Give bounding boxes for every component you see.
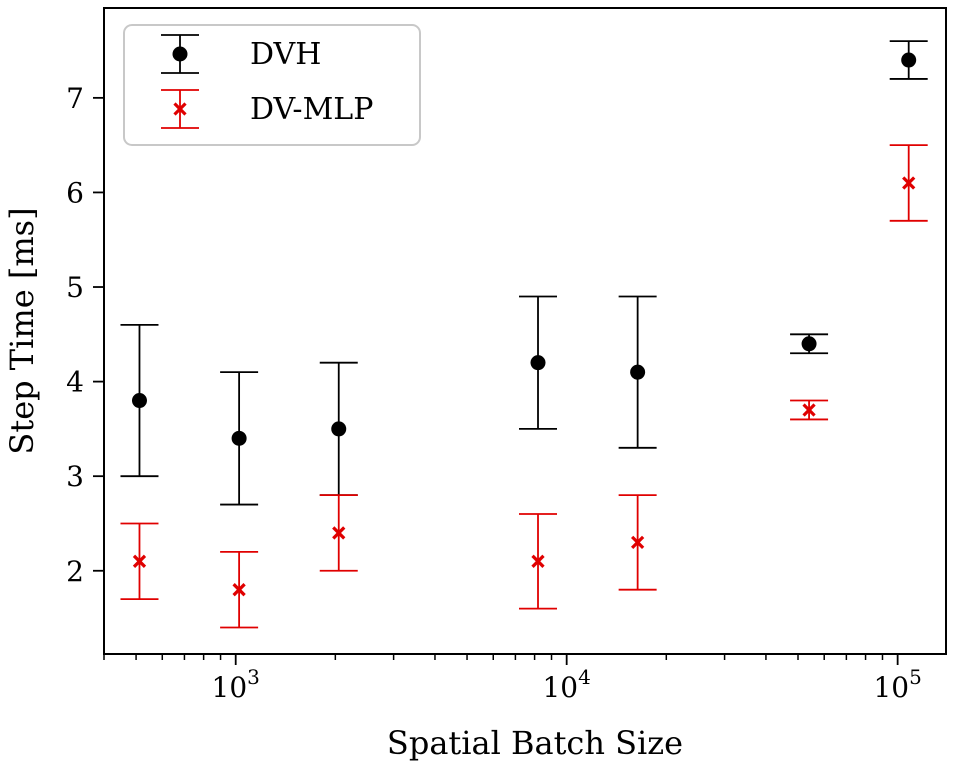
legend-handle-dvh [161,34,199,74]
series-dv-mlp [120,144,928,629]
data-point [332,526,346,540]
x-axis-label: Spatial Batch Size [387,724,683,762]
legend-label-dvh: DVH [250,37,321,72]
marker-stroke [902,176,916,190]
data-point [231,430,247,446]
x-tick-label: 105 [873,665,921,704]
data-point [802,403,816,417]
x-tick-label: 103 [212,665,260,704]
data-point [531,554,545,568]
legend-handle-dv-mlp [161,89,199,129]
y-ticks: 2 3 4 5 6 7 [66,82,104,588]
x-tick-label: 104 [542,665,590,704]
marker-stroke [232,583,246,597]
data-point [131,393,147,409]
legend-marker [172,46,188,62]
y-tick-label: 7 [66,82,84,115]
y-axis-label: Step Time [ms] [3,207,41,454]
series-layer [120,40,928,629]
x-major-ticks: 103 104 105 [212,654,922,704]
data-point [132,554,147,568]
y-tick-label: 6 [66,176,84,209]
y-tick-label: 3 [66,460,84,493]
marker-stroke [332,526,346,540]
y-tick-label: 4 [66,366,84,399]
marker-stroke [132,554,147,568]
data-point [630,364,646,380]
marker-stroke [631,535,645,550]
marker-stroke [531,554,545,568]
data-point [232,583,246,597]
series-dvh [120,40,928,506]
legend-entries [161,34,199,129]
y-tick-label: 5 [66,271,84,304]
data-point [801,336,817,352]
legend-marker [173,102,187,116]
plot-frame [103,7,947,655]
legend-box [123,24,421,146]
data-point [631,535,645,550]
data-point [901,52,917,68]
legend-label-dv-mlp: DV-MLP [250,92,373,127]
data-point [530,355,546,371]
marker-stroke [802,403,816,417]
legend: DVH DV-MLP [123,24,421,146]
data-point [902,176,916,190]
y-tick-label: 2 [66,555,84,588]
data-point [331,421,347,437]
